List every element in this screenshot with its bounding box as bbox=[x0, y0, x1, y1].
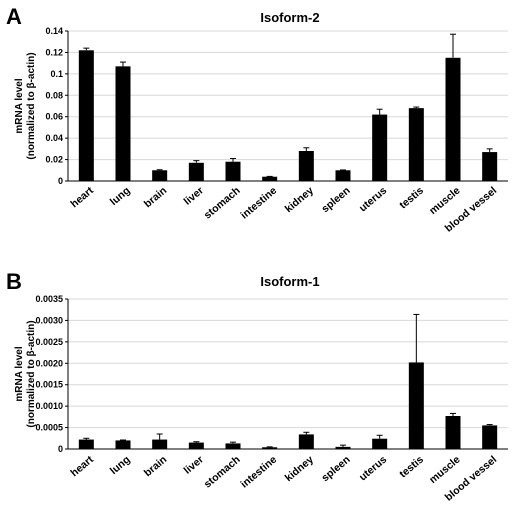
category-label: testis bbox=[397, 454, 426, 481]
bar-blood-vessel bbox=[482, 152, 498, 181]
category-label: kidney bbox=[283, 454, 316, 485]
y-axis-label: (normalized to β-actin) bbox=[26, 320, 37, 427]
bar-kidney bbox=[298, 434, 314, 449]
chart-title: Isoform-2 bbox=[260, 10, 319, 25]
bar-testis bbox=[408, 108, 424, 181]
category-label: intestine bbox=[238, 185, 279, 222]
category-label: brain bbox=[142, 454, 169, 480]
bar-liver bbox=[188, 442, 204, 449]
bar-uterus bbox=[372, 114, 388, 181]
bar-muscle bbox=[445, 57, 461, 181]
bar-spleen bbox=[335, 446, 351, 449]
category-label: intestine bbox=[238, 454, 279, 491]
bar-brain bbox=[152, 170, 168, 181]
bar-testis bbox=[408, 362, 424, 449]
y-tick-label: 0.08 bbox=[45, 90, 63, 100]
y-tick-label: 0.0015 bbox=[35, 380, 63, 390]
y-tick-label: 0.0025 bbox=[35, 337, 63, 347]
category-label: spleen bbox=[319, 185, 352, 216]
category-label: liver bbox=[182, 454, 206, 477]
y-tick-label: 0.02 bbox=[45, 155, 63, 165]
panel-b: B Isoform-1 0 0.0005 0.0010 0.0015 0.0020 0.002… bbox=[6, 269, 508, 504]
y-tick-label: 0.1 bbox=[50, 69, 63, 79]
bar-uterus bbox=[372, 438, 388, 449]
category-label: kidney bbox=[283, 185, 316, 216]
bar-intestine bbox=[262, 447, 278, 449]
category-label: uterus bbox=[357, 454, 389, 484]
y-tick-label: 0.12 bbox=[45, 47, 63, 57]
y-tick-label: 0.06 bbox=[45, 112, 63, 122]
bar-spleen bbox=[335, 170, 351, 181]
category-label: stomach bbox=[202, 454, 243, 491]
bar-stomach bbox=[225, 161, 241, 181]
bar-lung bbox=[115, 440, 131, 449]
y-tick-label: 0.0010 bbox=[35, 401, 63, 411]
y-tick-label: 0.04 bbox=[45, 133, 63, 143]
bar-blood-vessel bbox=[482, 425, 498, 449]
bar-liver bbox=[188, 162, 204, 181]
y-tick-label: 0.0020 bbox=[35, 358, 63, 368]
panel-letter: A bbox=[6, 4, 22, 29]
y-axis-label: mRNA level bbox=[14, 346, 25, 401]
y-axis-label: mRNA level bbox=[14, 78, 25, 133]
category-label: liver bbox=[182, 185, 206, 208]
y-tick-label: 0.0035 bbox=[35, 294, 63, 304]
category-label: heart bbox=[69, 184, 97, 210]
chart-title: Isoform-1 bbox=[260, 274, 319, 289]
bar-lung bbox=[115, 66, 131, 181]
category-label: lung bbox=[108, 185, 133, 208]
category-label: uterus bbox=[357, 185, 389, 215]
category-label: testis bbox=[397, 185, 426, 212]
y-tick-label: 0.14 bbox=[45, 26, 63, 36]
bar-heart bbox=[78, 50, 94, 182]
panel-letter: B bbox=[6, 269, 22, 294]
y-tick-label: 0.0030 bbox=[35, 315, 63, 325]
panel-a: A Isoform-2 0 0.02 0.04 0.06 0.08 0.1 0.12 0.14 mR… bbox=[6, 4, 508, 235]
bar-intestine bbox=[262, 176, 278, 181]
y-axis-label: (normalized to β-actin) bbox=[26, 52, 37, 159]
bar-brain bbox=[152, 439, 168, 449]
y-tick-label: 0 bbox=[58, 444, 63, 454]
category-label: stomach bbox=[202, 185, 243, 222]
category-label: brain bbox=[142, 185, 169, 211]
bar-stomach bbox=[225, 443, 241, 449]
bar-heart bbox=[78, 439, 94, 449]
category-label: lung bbox=[108, 454, 133, 477]
y-tick-label: 0 bbox=[58, 176, 63, 186]
y-tick-label: 0.0005 bbox=[35, 423, 63, 433]
category-label: spleen bbox=[319, 454, 352, 485]
bar-muscle bbox=[445, 416, 461, 449]
category-label: heart bbox=[69, 453, 97, 479]
bar-kidney bbox=[298, 151, 314, 181]
